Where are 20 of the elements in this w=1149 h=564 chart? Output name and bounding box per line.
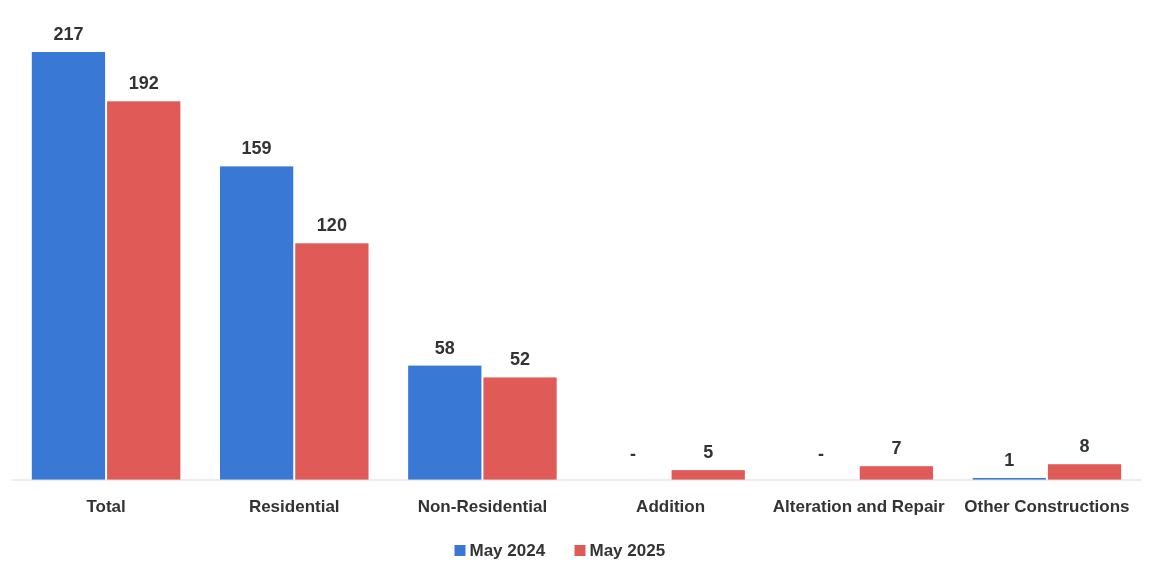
data-label: 120 <box>316 215 347 236</box>
x-tick-label: Residential <box>248 497 340 516</box>
data-label: 217 <box>53 24 84 44</box>
data-label: 5 <box>703 442 714 463</box>
data-label: 192 <box>128 73 159 94</box>
x-tick-label: Non-Residential <box>417 497 548 516</box>
text: - <box>629 444 636 464</box>
x-tick-label: Addition <box>636 497 706 516</box>
x-tick-label: Alteration and Repair <box>772 497 946 516</box>
data-label: 1 <box>1004 450 1015 471</box>
legend-label: May 2024 <box>469 541 546 560</box>
data-label: 159 <box>241 138 272 159</box>
data-label: 52 <box>510 349 531 370</box>
data-label: 7 <box>891 438 902 459</box>
legend-label: May 2025 <box>589 541 666 560</box>
data-label: 58 <box>434 337 455 358</box>
x-tick-label: Other Constructions <box>964 497 1130 516</box>
text: - <box>818 444 825 464</box>
x-tick-label: Total <box>86 497 126 516</box>
data-label: 8 <box>1079 436 1090 457</box>
